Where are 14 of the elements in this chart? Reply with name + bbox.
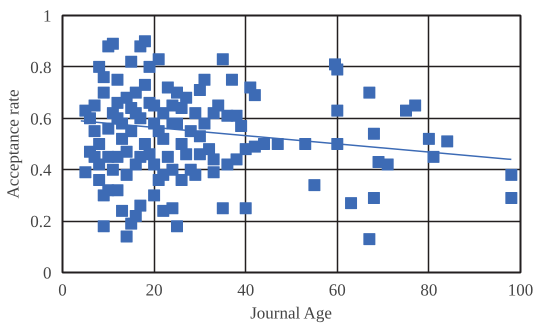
y-tick-label: 0: [43, 264, 52, 282]
x-axis-title: Journal Age: [250, 304, 332, 322]
x-tick-label: 100: [508, 280, 534, 300]
y-tick-label: 0.6: [30, 109, 52, 128]
x-tick-label: 80: [420, 280, 438, 300]
y-tick-label: 0.8: [30, 58, 52, 77]
x-tick-label: 0: [58, 280, 67, 300]
y-tick-label: 0.4: [30, 160, 52, 180]
x-tick-label: 60: [328, 280, 346, 300]
y-axis-title: Acceptance rate: [3, 90, 22, 198]
x-tick-label: 40: [237, 280, 254, 300]
y-tick-label: 0.2: [30, 212, 52, 232]
x-tick-label: 20: [146, 280, 163, 300]
y-tick-label: 1: [43, 6, 52, 26]
